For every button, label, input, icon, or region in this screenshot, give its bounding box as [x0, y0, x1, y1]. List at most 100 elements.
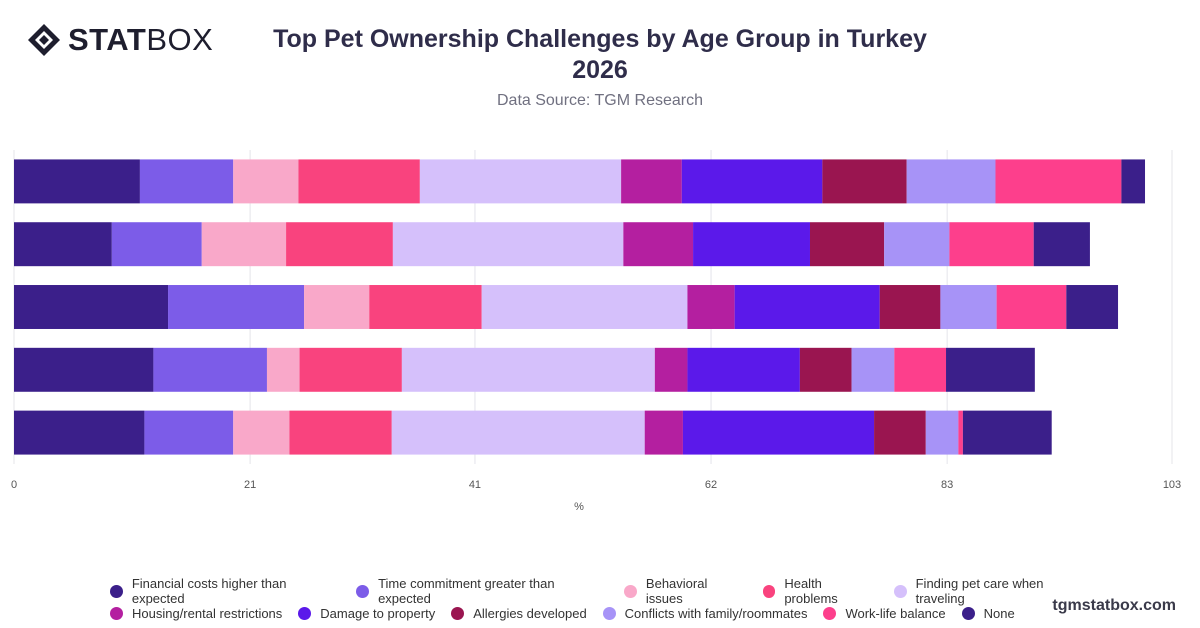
bar-row4-series6[interactable]: [654, 347, 688, 392]
bar-row1-series4[interactable]: [298, 159, 420, 204]
legend-item[interactable]: Allergies developed: [451, 606, 587, 621]
bar-row1-series6[interactable]: [621, 159, 682, 204]
legend-label: Work-life balance: [845, 605, 946, 621]
stacked-bar-chart: 0 21 41 62 83 103%: [11, 150, 1181, 513]
legend-swatch-icon: [451, 606, 465, 620]
bar-row4-series1[interactable]: [14, 347, 154, 392]
legend-item[interactable]: Damage to property: [298, 606, 435, 621]
bar-row2-series6[interactable]: [623, 222, 694, 267]
bar-row1-series11[interactable]: [1121, 159, 1146, 204]
chart-title-line1: Top Pet Ownership Challenges by Age Grou…: [273, 25, 927, 53]
x-tick-label-5: 103: [1163, 479, 1181, 491]
bar-row4-series4[interactable]: [299, 347, 402, 392]
bar-row3-series1[interactable]: [14, 285, 169, 329]
bar-row5-series2[interactable]: [144, 410, 234, 455]
bar-row3-series6[interactable]: [687, 285, 735, 329]
bar-row5-series3[interactable]: [233, 410, 290, 455]
bar-row2-series4[interactable]: [286, 222, 393, 267]
bar-row2-series9[interactable]: [884, 222, 950, 267]
bar-row3-series4[interactable]: [369, 285, 482, 329]
bar-row3-series8[interactable]: [879, 285, 941, 329]
bar-row3-series10[interactable]: [996, 285, 1067, 329]
bar-row3-series2[interactable]: [168, 285, 305, 329]
bar-row1-series9[interactable]: [906, 159, 996, 204]
legend-label: Conflicts with family/roommates: [624, 605, 808, 621]
legend-item[interactable]: Work-life balance: [823, 605, 946, 621]
legend-label: Damage to property: [320, 605, 436, 621]
legend-item[interactable]: None: [961, 605, 1015, 621]
bar-row1-series10[interactable]: [995, 159, 1122, 204]
bar-row2-series10[interactable]: [949, 222, 1034, 267]
bar-row5-series5[interactable]: [391, 410, 645, 455]
legend-item[interactable]: Health problems: [762, 576, 878, 606]
bar-row2-series2[interactable]: [111, 222, 202, 267]
bar-row5-series10[interactable]: [958, 410, 963, 455]
bar-row2-series7[interactable]: [693, 222, 810, 267]
legend-label: Housing/rental restrictions: [132, 605, 283, 621]
x-axis-label: %: [574, 501, 584, 513]
legend-swatch-icon: [823, 606, 837, 620]
legend-label: None: [983, 605, 1015, 621]
x-tick-label-1: 21: [244, 479, 256, 491]
x-tick-label-3: 62: [705, 479, 717, 491]
bar-row3-series5[interactable]: [481, 285, 688, 329]
legend-label: Health problems: [784, 576, 838, 606]
bar-row4-series5[interactable]: [401, 347, 655, 392]
legend-swatch-icon: [762, 584, 776, 598]
bar-row1-series5[interactable]: [419, 159, 622, 204]
legend-swatch-icon: [602, 606, 616, 620]
bar-row5-series8[interactable]: [874, 410, 926, 455]
chart-title: Top Pet Ownership Challenges by Age Grou…: [200, 24, 1000, 86]
statbox-logo[interactable]: STATBOX: [26, 22, 213, 58]
bar-row2-series8[interactable]: [809, 222, 885, 267]
bar-row5-series9[interactable]: [925, 410, 959, 455]
bar-row3-series11[interactable]: [1066, 285, 1119, 329]
bar-row3-series3[interactable]: [304, 285, 370, 329]
bar-row1-series7[interactable]: [681, 159, 823, 204]
bar-row4-series3[interactable]: [266, 347, 300, 392]
legend-item[interactable]: Time commitment greater than expected: [356, 576, 608, 606]
bar-row3-series7[interactable]: [734, 285, 880, 329]
bar-row3-series9[interactable]: [940, 285, 997, 329]
bar-row4-series11[interactable]: [946, 347, 1035, 392]
legend-item[interactable]: Behavioral issues: [624, 576, 746, 606]
legend-swatch-icon: [624, 584, 637, 598]
logo-wordmark: STATBOX: [68, 22, 214, 57]
website-link[interactable]: tgmstatbox.com: [1052, 597, 1176, 614]
bar-row5-series6[interactable]: [644, 410, 683, 455]
bar-row4-series8[interactable]: [799, 347, 852, 392]
legend-item[interactable]: Housing/rental restrictions: [110, 606, 282, 621]
bar-row4-series9[interactable]: [851, 347, 895, 392]
bar-row4-series2[interactable]: [153, 347, 267, 392]
legend-swatch-icon: [298, 606, 312, 620]
legend-label: Time commitment greater than expected: [378, 576, 555, 606]
bar-row2-series11[interactable]: [1033, 222, 1090, 267]
legend-item[interactable]: Financial costs higher than expected: [110, 576, 340, 606]
bar-row4-series10[interactable]: [894, 347, 947, 392]
bar-row5-series4[interactable]: [289, 410, 392, 455]
legend-swatch-icon: [356, 584, 370, 598]
bar-row2-series3[interactable]: [201, 222, 287, 267]
bar-row1-series8[interactable]: [822, 159, 907, 204]
bar-row1-series1[interactable]: [14, 159, 140, 204]
legend-row-1: Financial costs higher than expected Time…: [110, 576, 1110, 606]
chart-title-line2: 2026: [572, 56, 628, 84]
legend-row-2: Housing/rental restrictions Damage to pro…: [110, 602, 1110, 624]
legend-item[interactable]: Conflicts with family/roommates: [602, 605, 808, 621]
bar-row2-series1[interactable]: [14, 222, 112, 267]
legend-label: Finding pet care when traveling: [915, 576, 1044, 606]
bar-row5-series7[interactable]: [682, 410, 875, 455]
bar-row5-series11[interactable]: [962, 410, 1052, 455]
x-tick-label-4: 83: [941, 479, 953, 491]
legend-swatch-icon: [110, 584, 123, 598]
bar-row1-series2[interactable]: [139, 159, 234, 204]
bar-row4-series7[interactable]: [687, 347, 800, 392]
legend-label: Behavioral issues: [645, 576, 708, 606]
chart-subtitle: Data Source: TGM Research: [496, 92, 703, 109]
legend-label: Financial costs higher than expected: [131, 576, 287, 606]
legend-item[interactable]: Finding pet care when traveling: [893, 576, 1094, 606]
x-tick-label-2: 41: [469, 479, 481, 491]
bar-row1-series3[interactable]: [233, 159, 299, 204]
bar-row5-series1[interactable]: [14, 410, 145, 455]
bar-row2-series5[interactable]: [392, 222, 624, 267]
